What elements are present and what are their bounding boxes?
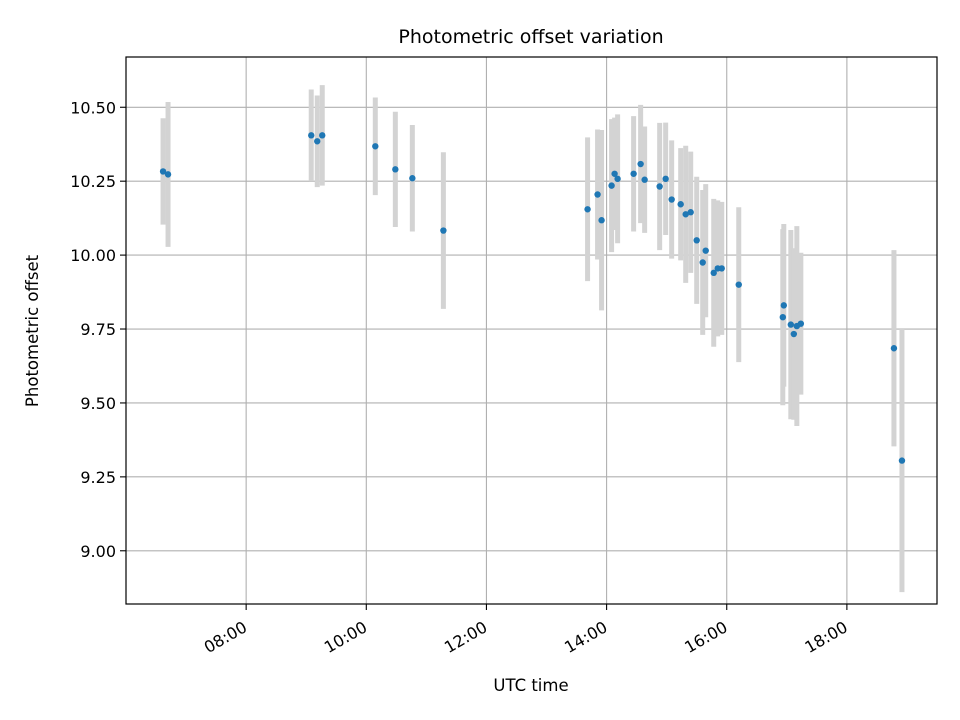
data-point bbox=[641, 176, 648, 183]
data-point bbox=[710, 269, 717, 277]
data-point bbox=[790, 330, 798, 338]
y-tick-label: 9.50 bbox=[80, 394, 116, 413]
data-point bbox=[614, 175, 621, 183]
data-point bbox=[735, 281, 742, 288]
y-tick-label: 9.00 bbox=[80, 542, 116, 561]
data-point bbox=[780, 302, 788, 309]
data-point bbox=[787, 321, 795, 328]
data-point bbox=[164, 171, 172, 178]
data-points bbox=[159, 132, 906, 464]
data-point bbox=[611, 170, 618, 177]
y-tick-label: 10.25 bbox=[70, 172, 116, 191]
data-point bbox=[308, 132, 315, 139]
data-point bbox=[890, 345, 898, 352]
data-point bbox=[637, 160, 644, 168]
data-point bbox=[682, 211, 689, 218]
data-point bbox=[630, 170, 637, 177]
chart-title: Photometric offset variation bbox=[398, 26, 663, 48]
data-point bbox=[718, 265, 725, 272]
data-point bbox=[668, 196, 675, 203]
data-point bbox=[699, 259, 706, 266]
data-point bbox=[898, 457, 906, 464]
y-axis-label: Photometric offset bbox=[23, 254, 42, 407]
data-point bbox=[159, 168, 167, 175]
y-tick-label: 9.25 bbox=[80, 468, 116, 487]
y-tick-label: 10.00 bbox=[70, 246, 116, 265]
data-point bbox=[584, 206, 591, 213]
data-point bbox=[594, 191, 601, 198]
data-point bbox=[702, 247, 709, 254]
data-point bbox=[319, 132, 326, 139]
data-point bbox=[392, 166, 399, 173]
y-axis: 9.00 9.25 9.50 9.75 10.00 10.25 10.50 bbox=[70, 98, 126, 561]
plot-frame bbox=[125, 56, 938, 605]
data-point bbox=[797, 320, 805, 327]
data-point bbox=[608, 182, 615, 189]
data-point bbox=[372, 143, 379, 150]
data-point bbox=[598, 217, 605, 224]
data-point bbox=[656, 183, 663, 190]
y-tick-label: 9.75 bbox=[80, 320, 116, 339]
y-tick-label: 10.50 bbox=[70, 98, 116, 117]
data-point bbox=[693, 237, 700, 244]
x-axis-label: UTC time bbox=[493, 676, 568, 695]
data-point bbox=[409, 175, 416, 182]
data-point bbox=[662, 175, 669, 183]
data-point bbox=[687, 209, 694, 216]
data-point bbox=[440, 227, 447, 234]
data-point bbox=[314, 138, 321, 145]
data-point bbox=[779, 313, 787, 321]
data-point bbox=[677, 201, 684, 208]
